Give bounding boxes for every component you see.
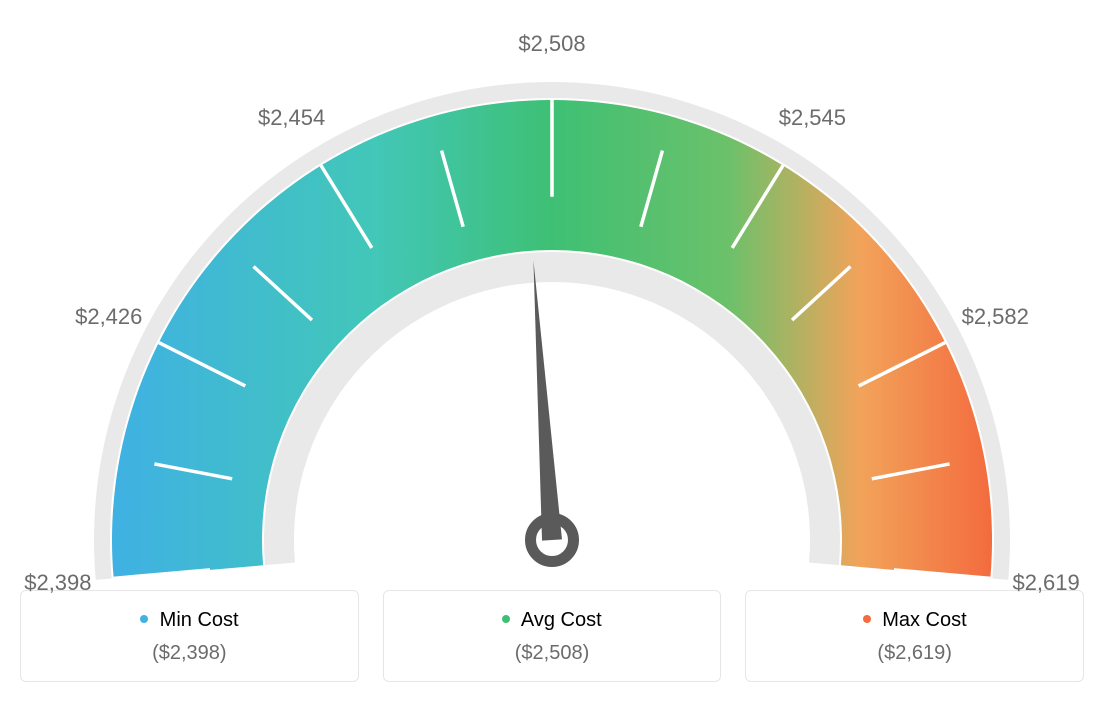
avg-cost-value: ($2,508) xyxy=(394,642,711,665)
gauge-tick-label: $2,582 xyxy=(962,304,1029,330)
gauge-tick-label: $2,508 xyxy=(518,31,585,57)
min-cost-value: ($2,398) xyxy=(31,642,348,665)
min-cost-label: Min Cost xyxy=(160,609,239,631)
gauge-tick-label: $2,619 xyxy=(1012,570,1079,596)
gauge-tick-label: $2,545 xyxy=(779,105,846,131)
cost-gauge: $2,398$2,426$2,454$2,508$2,545$2,582$2,6… xyxy=(20,20,1084,580)
avg-cost-card: Avg Cost ($2,508) xyxy=(383,590,722,682)
gauge-svg xyxy=(20,20,1084,580)
gauge-tick-label: $2,426 xyxy=(75,304,142,330)
min-dot-icon xyxy=(140,615,148,623)
max-cost-title: Max Cost xyxy=(756,609,1073,632)
gauge-tick-label: $2,398 xyxy=(24,570,91,596)
max-dot-icon xyxy=(863,615,871,623)
max-cost-card: Max Cost ($2,619) xyxy=(745,590,1084,682)
gauge-needle xyxy=(533,261,562,541)
max-cost-label: Max Cost xyxy=(882,609,966,631)
max-cost-value: ($2,619) xyxy=(756,642,1073,665)
avg-cost-title: Avg Cost xyxy=(394,609,711,632)
avg-cost-label: Avg Cost xyxy=(521,609,602,631)
avg-dot-icon xyxy=(502,615,510,623)
summary-cards: Min Cost ($2,398) Avg Cost ($2,508) Max … xyxy=(20,590,1084,682)
gauge-tick-label: $2,454 xyxy=(258,105,325,131)
min-cost-title: Min Cost xyxy=(31,609,348,632)
min-cost-card: Min Cost ($2,398) xyxy=(20,590,359,682)
